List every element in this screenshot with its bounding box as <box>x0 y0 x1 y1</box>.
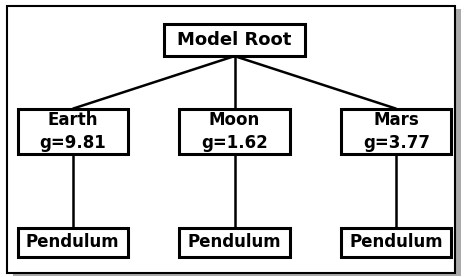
Text: Earth
g=9.81: Earth g=9.81 <box>39 111 106 152</box>
FancyBboxPatch shape <box>18 228 128 257</box>
FancyBboxPatch shape <box>7 6 455 273</box>
FancyBboxPatch shape <box>179 228 289 257</box>
FancyBboxPatch shape <box>341 109 451 154</box>
Text: Moon
g=1.62: Moon g=1.62 <box>201 111 268 152</box>
FancyBboxPatch shape <box>18 109 128 154</box>
FancyBboxPatch shape <box>341 228 451 257</box>
Text: Model Root: Model Root <box>177 31 292 49</box>
Text: Mars
g=3.77: Mars g=3.77 <box>363 111 430 152</box>
FancyBboxPatch shape <box>164 24 305 56</box>
Text: Pendulum: Pendulum <box>188 234 281 251</box>
Text: Pendulum: Pendulum <box>26 234 120 251</box>
FancyBboxPatch shape <box>179 109 289 154</box>
Text: Pendulum: Pendulum <box>349 234 443 251</box>
FancyBboxPatch shape <box>13 9 461 276</box>
